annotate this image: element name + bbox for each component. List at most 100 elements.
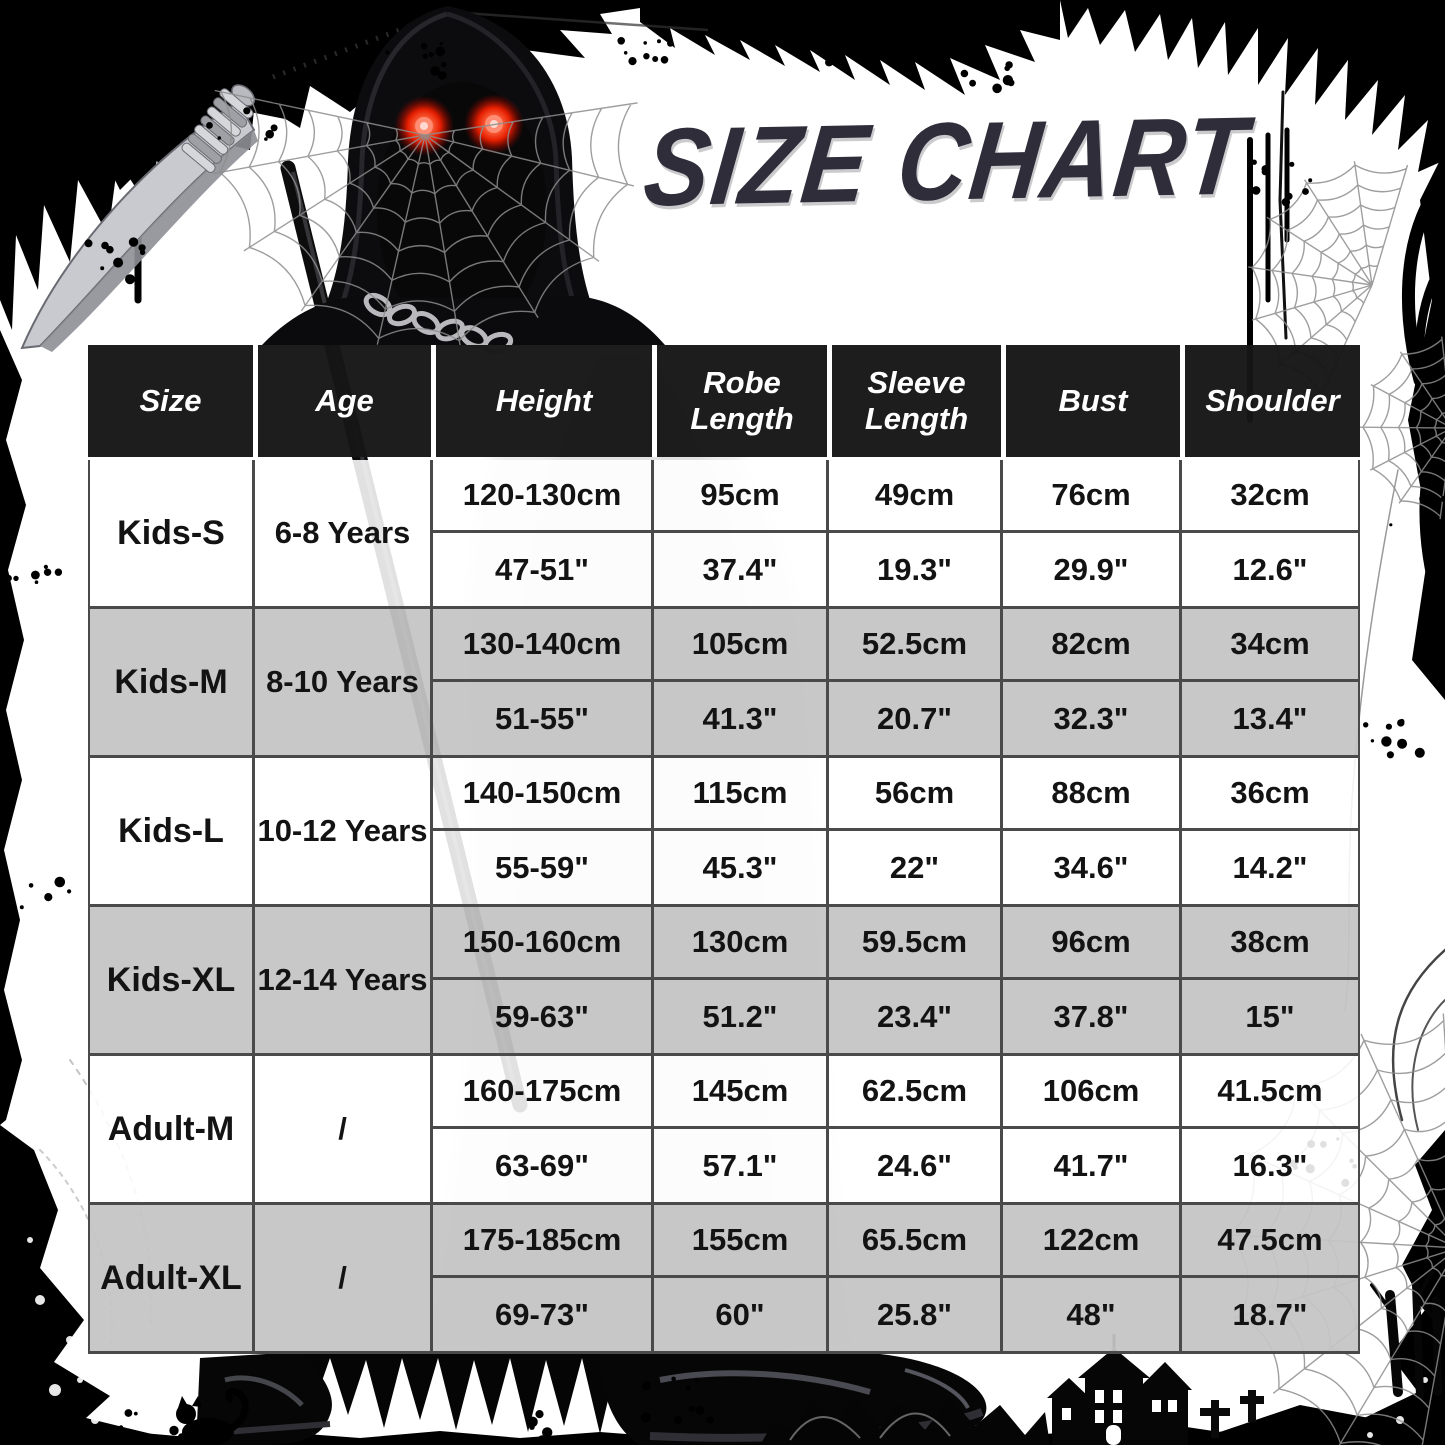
imperial-cell: 34.6" (1003, 831, 1182, 904)
imperial-cell: 37.4" (654, 533, 829, 606)
metric-cell: 122cm (1003, 1205, 1182, 1278)
column-header: Height (431, 345, 652, 457)
imperial-cell: 51.2" (654, 980, 829, 1053)
age-cell: 12-14 Years (255, 907, 433, 1053)
grave-cross-icon (1200, 1390, 1264, 1438)
metric-cell: 88cm (1003, 758, 1182, 831)
metric-cell: 56cm (829, 758, 1003, 831)
splatter-bushes (760, 1396, 1050, 1445)
boot-icon (196, 1352, 332, 1445)
metric-cell: 62.5cm (829, 1056, 1003, 1129)
size-cell: Kids-XL (90, 907, 255, 1053)
imperial-cell: 29.9" (1003, 533, 1182, 606)
page-title: SIZE CHART (638, 93, 1254, 230)
imperial-cell: 37.8" (1003, 980, 1182, 1053)
black-cat-icon (176, 1387, 249, 1445)
size-cell: Kids-L (90, 758, 255, 904)
metric-cell: 95cm (654, 460, 829, 533)
glowing-eye-icon (464, 94, 524, 154)
metric-cell: 130-140cm (433, 609, 654, 682)
metric-cell: 38cm (1182, 907, 1358, 980)
metric-cell: 32cm (1182, 460, 1358, 533)
metric-cell: 106cm (1003, 1056, 1182, 1129)
column-header: Shoulder (1180, 345, 1360, 457)
imperial-cell: 51-55" (433, 682, 654, 755)
dead-trees (1370, 1270, 1442, 1400)
metric-cell: 65.5cm (829, 1205, 1003, 1278)
spikes (300, 1354, 700, 1434)
metric-cell: 130cm (654, 907, 829, 980)
size-cell: Kids-S (90, 460, 255, 606)
metric-cell: 76cm (1003, 460, 1182, 533)
metric-cell: 150-160cm (433, 907, 654, 980)
imperial-cell: 14.2" (1182, 831, 1358, 904)
metric-cell: 41.5cm (1182, 1056, 1358, 1129)
metric-cell: 47.5cm (1182, 1205, 1358, 1278)
glowing-eye-icon (394, 96, 454, 156)
table-row: Kids-S 6-8 Years 120-130cm 95cm 49cm 76cm 32cm… (88, 460, 1360, 609)
imperial-cell: 20.7" (829, 682, 1003, 755)
metric-cell: 120-130cm (433, 460, 654, 533)
metric-cell: 59.5cm (829, 907, 1003, 980)
size-table-header: Size Age Height Robe Length Sleeve Length Bus… (88, 345, 1360, 457)
imperial-cell: 48" (1003, 1278, 1182, 1351)
metric-cell: 145cm (654, 1056, 829, 1129)
table-row: Kids-M 8-10 Years 130-140cm 105cm 52.5cm 82cm… (88, 609, 1360, 758)
boot-icon (600, 1354, 987, 1445)
table-row: Kids-XL 12-14 Years 150-160cm 130cm 59.5cm 96… (88, 907, 1360, 1056)
metric-cell: 175-185cm (433, 1205, 654, 1278)
column-header: Robe Length (652, 345, 827, 457)
table-row: Adult-M/160-175cm 145cm 62.5cm 106cm 41.5cm 6… (88, 1056, 1360, 1205)
imperial-cell: 47-51" (433, 533, 654, 606)
column-header: Size (88, 345, 253, 457)
imperial-cell: 23.4" (829, 980, 1003, 1053)
metric-cell: 115cm (654, 758, 829, 831)
metric-cell: 155cm (654, 1205, 829, 1278)
size-cell: Kids-M (90, 609, 255, 755)
age-cell: / (255, 1205, 433, 1351)
column-header: Bust (1001, 345, 1180, 457)
age-cell: / (255, 1056, 433, 1202)
size-cell: Adult-XL (90, 1205, 255, 1351)
metric-cell: 52.5cm (829, 609, 1003, 682)
imperial-cell: 25.8" (829, 1278, 1003, 1351)
imperial-cell: 19.3" (829, 533, 1003, 606)
table-row: Adult-XL/175-185cm 155cm 65.5cm 122cm 47.5cm… (88, 1205, 1360, 1354)
imperial-cell: 12.6" (1182, 533, 1358, 606)
chain-icon (272, 9, 449, 80)
metric-cell: 140-150cm (433, 758, 654, 831)
size-table: Size Age Height Robe Length Sleeve Length Bus… (88, 345, 1360, 1354)
imperial-cell: 59-63" (433, 980, 654, 1053)
imperial-cell: 16.3" (1182, 1129, 1358, 1202)
imperial-cell: 55-59" (433, 831, 654, 904)
column-header: Age (253, 345, 431, 457)
imperial-cell: 24.6" (829, 1129, 1003, 1202)
imperial-cell: 60" (654, 1278, 829, 1351)
imperial-cell: 41.3" (654, 682, 829, 755)
imperial-cell: 15" (1182, 980, 1358, 1053)
imperial-cell: 41.7" (1003, 1129, 1182, 1202)
imperial-cell: 18.7" (1182, 1278, 1358, 1351)
metric-cell: 36cm (1182, 758, 1358, 831)
imperial-cell: 57.1" (654, 1129, 829, 1202)
grim-reaper-icon (262, 6, 709, 355)
table-row: Kids-L 10-12 Years 140-150cm 115cm 56cm 88cm 3… (88, 758, 1360, 907)
metric-cell: 105cm (654, 609, 829, 682)
metric-cell: 49cm (829, 460, 1003, 533)
age-cell: 8-10 Years (255, 609, 433, 755)
metric-cell: 34cm (1182, 609, 1358, 682)
size-table-rows: Kids-S 6-8 Years 120-130cm 95cm 49cm 76cm 32cm… (88, 460, 1360, 1354)
metric-cell: 96cm (1003, 907, 1182, 980)
metric-cell: 82cm (1003, 609, 1182, 682)
column-header: Sleeve Length (827, 345, 1001, 457)
imperial-cell: 32.3" (1003, 682, 1182, 755)
imperial-cell: 63-69" (433, 1129, 654, 1202)
size-cell: Adult-M (90, 1056, 255, 1202)
metric-cell: 160-175cm (433, 1056, 654, 1129)
imperial-cell: 13.4" (1182, 682, 1358, 755)
imperial-cell: 22" (829, 831, 1003, 904)
imperial-cell: 69-73" (433, 1278, 654, 1351)
imperial-cell: 45.3" (654, 831, 829, 904)
age-cell: 10-12 Years (255, 758, 433, 904)
